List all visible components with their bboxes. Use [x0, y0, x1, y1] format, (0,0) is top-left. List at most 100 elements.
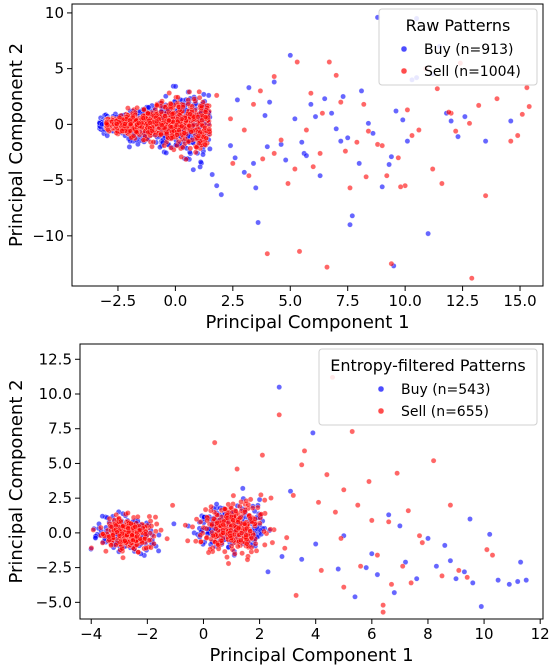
data-point — [227, 142, 234, 149]
data-point — [447, 502, 454, 508]
data-point — [141, 106, 147, 113]
data-point — [206, 126, 213, 133]
data-point — [197, 164, 203, 170]
data-point — [402, 559, 409, 565]
data-point — [298, 556, 305, 563]
data-point — [358, 88, 365, 94]
data-point — [140, 137, 147, 143]
data-point — [455, 133, 461, 140]
data-point — [281, 545, 288, 552]
data-point — [227, 533, 234, 539]
legend-title: Raw Patterns — [406, 16, 511, 35]
x-tick-label: −2 — [136, 625, 158, 643]
data-point — [383, 172, 390, 179]
data-point — [250, 160, 257, 167]
data-point — [202, 141, 208, 148]
data-point — [152, 132, 159, 138]
data-point — [264, 250, 271, 257]
data-point — [209, 171, 215, 178]
x-tick-label: 12.5 — [446, 292, 479, 310]
data-point — [234, 97, 241, 103]
data-point — [239, 550, 245, 557]
data-point — [190, 166, 197, 173]
data-point — [213, 501, 220, 507]
data-point — [298, 139, 305, 145]
data-point — [303, 127, 310, 133]
data-point — [234, 543, 241, 550]
x-tick-label: 2.5 — [221, 292, 245, 310]
data-point — [340, 486, 347, 493]
data-point — [238, 530, 245, 536]
data-point — [246, 84, 252, 91]
data-point — [317, 150, 323, 157]
data-point — [106, 515, 113, 522]
data-point — [301, 448, 308, 454]
data-point — [252, 516, 258, 522]
data-point — [92, 535, 99, 541]
y-tick-label: 2.5 — [48, 489, 72, 507]
data-point — [283, 534, 290, 541]
data-point — [103, 120, 110, 127]
data-point — [210, 532, 216, 539]
x-tick-label: 4 — [311, 625, 321, 643]
data-point — [308, 90, 314, 96]
data-point — [324, 264, 330, 270]
data-point — [324, 471, 330, 478]
data-point — [193, 144, 200, 151]
chart-1: −2.5 0.0 2.5 5.0 7.5 10.0 12.5 15.0 10 5 0 −5 −10 Pri… — [6, 3, 544, 333]
data-point — [231, 551, 238, 557]
data-point — [164, 535, 170, 542]
data-point — [200, 99, 206, 105]
data-point — [292, 116, 298, 122]
data-point — [195, 114, 201, 120]
data-point — [352, 594, 358, 600]
data-point — [388, 153, 395, 160]
data-point — [227, 116, 234, 122]
data-point — [174, 142, 180, 149]
y-axis-label: Principal Component 2 — [6, 43, 27, 247]
data-point — [385, 519, 392, 525]
data-point — [241, 520, 248, 527]
x-axis-label: Principal Component 1 — [205, 312, 409, 333]
data-point — [517, 559, 524, 565]
data-point — [158, 131, 164, 138]
x-tick-label: 0.0 — [163, 292, 187, 310]
data-point — [193, 516, 200, 523]
data-point — [319, 110, 326, 116]
data-point — [122, 121, 128, 127]
data-point — [399, 117, 406, 123]
data-point — [187, 145, 194, 152]
data-point — [125, 525, 131, 531]
data-point — [191, 96, 197, 102]
data-point — [183, 156, 189, 163]
legend-entry: Buy (n=543) — [401, 382, 490, 398]
data-point — [262, 112, 268, 119]
data-point — [241, 127, 248, 133]
data-point — [429, 166, 436, 172]
data-point — [354, 139, 360, 145]
data-point — [356, 160, 363, 167]
data-point — [152, 514, 159, 520]
data-point — [333, 72, 340, 79]
data-point — [237, 537, 244, 544]
x-tick-label: 15.0 — [503, 292, 536, 310]
legend-title: Entropy-filtered Patterns — [330, 356, 526, 375]
x-tick-label: −2.5 — [100, 292, 136, 310]
data-point — [466, 120, 473, 127]
x-tick-label: 5.0 — [278, 292, 302, 310]
data-point — [166, 90, 172, 96]
data-point — [98, 524, 104, 531]
data-point — [333, 126, 340, 132]
legend-entry: Sell (n=1004) — [424, 64, 521, 80]
data-point — [176, 127, 182, 133]
data-point — [489, 552, 496, 558]
x-tick-label: 10.0 — [388, 292, 421, 310]
data-point — [128, 520, 134, 527]
data-point — [208, 503, 214, 510]
data-point — [196, 94, 203, 101]
data-point — [344, 134, 351, 141]
data-point — [168, 124, 175, 131]
data-point — [189, 524, 196, 530]
data-point — [360, 101, 367, 108]
data-point — [234, 466, 240, 472]
